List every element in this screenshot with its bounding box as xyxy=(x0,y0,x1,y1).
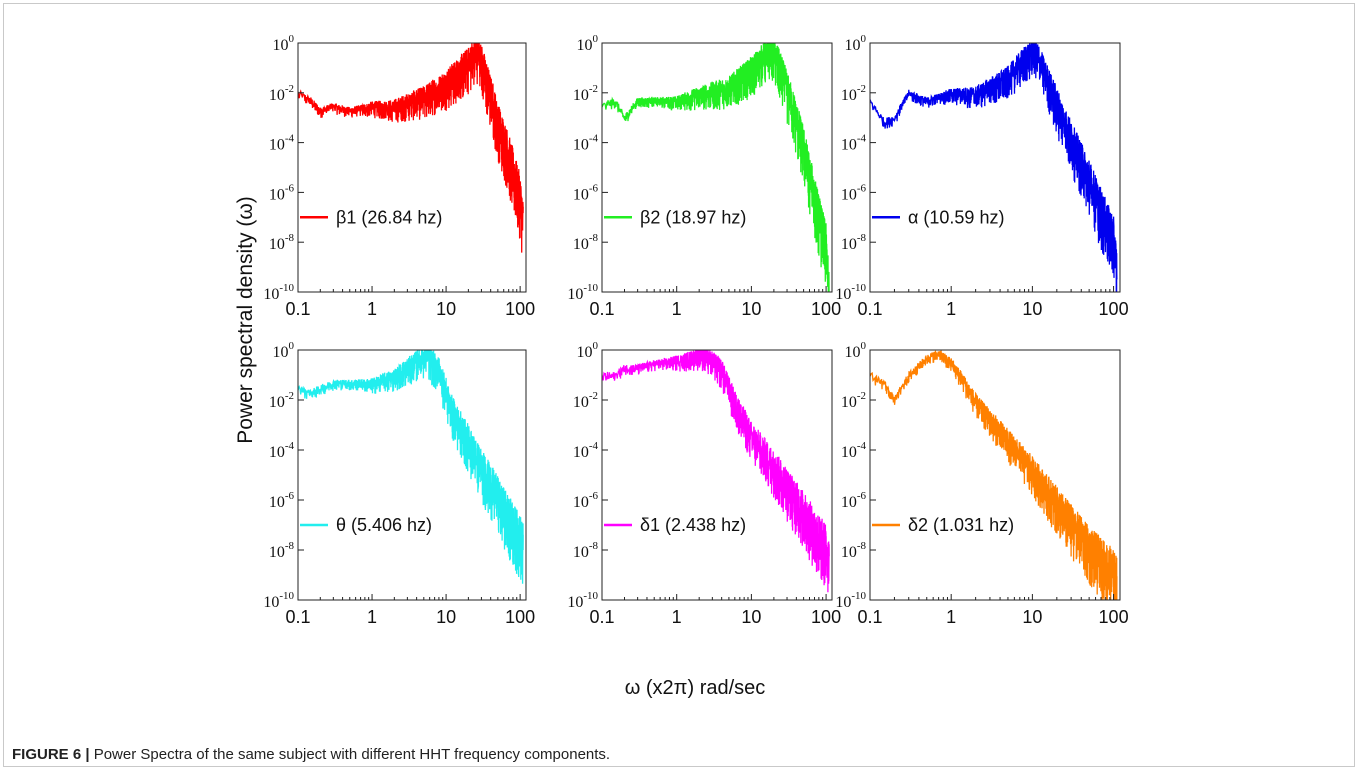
legend-label: β2 (18.97 hz) xyxy=(640,207,746,227)
legend-label: θ (5.406 hz) xyxy=(336,515,432,535)
y-tick-label: 100 xyxy=(845,340,867,361)
x-tick-label: 100 xyxy=(505,299,535,319)
legend-label: δ1 (2.438 hz) xyxy=(640,515,746,535)
y-tick-label: 10-2 xyxy=(269,83,294,104)
y-tick-label: 10-2 xyxy=(841,83,866,104)
y-tick-label: 10-2 xyxy=(573,390,598,411)
x-tick-label: 10 xyxy=(436,299,456,319)
y-tick-label: 10-2 xyxy=(573,83,598,104)
y-tick-label: 10-6 xyxy=(269,490,295,511)
x-tick-label: 0.1 xyxy=(589,299,614,319)
y-tick-label: 10-8 xyxy=(269,232,295,253)
chart-panel-3: 0.1 1 10 100 100 10-2 10-4 10-6 10-8 10-10 α (10.5… xyxy=(835,33,1128,319)
x-tick-label: 10 xyxy=(436,607,456,627)
y-tick-label: 10-10 xyxy=(567,590,598,611)
y-tick-label: 10-10 xyxy=(263,590,294,611)
x-tick-label: 10 xyxy=(741,299,761,319)
y-tick-label: 10-4 xyxy=(269,133,295,154)
y-tick-label: 10-10 xyxy=(835,590,866,611)
y-tick-label: 100 xyxy=(577,33,599,54)
x-tick-label: 1 xyxy=(367,299,377,319)
series-trace xyxy=(870,43,1118,292)
series-trace xyxy=(602,43,830,292)
x-tick-label: 0.1 xyxy=(857,607,882,627)
y-tick-label: 10-10 xyxy=(567,282,598,303)
x-tick-label: 100 xyxy=(1099,607,1129,627)
y-axis-label: Power spectral density (ω) xyxy=(234,196,257,443)
y-tick-label: 10-10 xyxy=(835,282,866,303)
y-tick-label: 10-6 xyxy=(573,182,599,203)
y-tick-label: 10-4 xyxy=(841,133,867,154)
y-tick-label: 100 xyxy=(577,340,599,361)
x-tick-label: 100 xyxy=(1099,299,1129,319)
y-tick-label: 10-8 xyxy=(841,232,867,253)
y-tick-label: 10-2 xyxy=(269,390,294,411)
chart-panel-5: 0.1 1 10 100 100 10-2 10-4 10-6 10-8 10-10 δ1 (2.4… xyxy=(567,340,841,627)
figure-frame xyxy=(3,3,1355,767)
chart-panel-4: 0.1 1 10 100 100 10-2 10-4 10-6 10-8 10-10 θ (5.40… xyxy=(263,340,535,627)
y-tick-label: 10-6 xyxy=(841,182,867,203)
x-axis-label: ω (x2π) rad/sec xyxy=(625,677,766,699)
y-tick-label: 10-4 xyxy=(573,133,599,154)
chart-panel-2: 0.1 1 10 100 100 10-2 10-4 10-6 10-8 10-10 β2 (18.… xyxy=(567,33,841,319)
caption-label: FIGURE 6 | xyxy=(12,746,90,763)
y-tick-label: 10-8 xyxy=(573,232,599,253)
x-tick-label: 10 xyxy=(1022,299,1042,319)
y-tick-label: 10-8 xyxy=(841,540,867,561)
legend-label: β1 (26.84 hz) xyxy=(336,207,442,227)
x-tick-label: 0.1 xyxy=(285,299,310,319)
y-tick-label: 10-10 xyxy=(263,282,294,303)
x-tick-label: 100 xyxy=(811,299,841,319)
x-tick-label: 1 xyxy=(367,607,377,627)
x-tick-label: 100 xyxy=(811,607,841,627)
legend-label: δ2 (1.031 hz) xyxy=(908,515,1014,535)
series-trace xyxy=(870,350,1118,600)
y-tick-label: 10-4 xyxy=(841,440,867,461)
axes-frame xyxy=(869,42,1121,293)
x-tick-label: 1 xyxy=(946,607,956,627)
y-tick-label: 10-4 xyxy=(269,440,295,461)
x-tick-label: 1 xyxy=(672,607,682,627)
y-tick-label: 10-6 xyxy=(841,490,867,511)
x-tick-label: 1 xyxy=(672,299,682,319)
x-tick-label: 100 xyxy=(505,607,535,627)
x-tick-label: 0.1 xyxy=(857,299,882,319)
x-tick-label: 1 xyxy=(946,299,956,319)
y-tick-label: 10-8 xyxy=(269,540,295,561)
chart-panel-1: 0.1 1 10 100 100 10-2 10-4 10-6 10-8 10-10 β1 (26.… xyxy=(263,33,535,319)
chart-panel-6: 0.1 1 10 100 100 10-2 10-4 10-6 10-8 10-10 δ2 (1.0… xyxy=(835,340,1128,627)
x-tick-label: 0.1 xyxy=(589,607,614,627)
figure-caption: FIGURE 6 | Power Spectra of the same sub… xyxy=(12,746,610,763)
axes-frame xyxy=(601,349,833,601)
y-tick-label: 10-4 xyxy=(573,440,599,461)
y-tick-label: 100 xyxy=(273,340,295,361)
y-tick-label: 10-6 xyxy=(269,182,295,203)
legend-label: α (10.59 hz) xyxy=(908,207,1004,227)
y-tick-label: 100 xyxy=(845,33,867,54)
axes-frame xyxy=(297,42,527,293)
x-tick-label: 10 xyxy=(1022,607,1042,627)
caption-text: Power Spectra of the same subject with d… xyxy=(89,746,611,763)
axes-frame xyxy=(601,42,833,293)
y-tick-label: 10-6 xyxy=(573,490,599,511)
y-tick-label: 100 xyxy=(273,33,295,54)
series-trace xyxy=(298,350,524,584)
y-tick-label: 10-8 xyxy=(573,540,599,561)
axes-frame xyxy=(297,349,527,601)
series-trace xyxy=(602,350,830,593)
x-tick-label: 10 xyxy=(741,607,761,627)
y-tick-label: 10-2 xyxy=(841,390,866,411)
axes-frame xyxy=(869,349,1121,601)
series-trace xyxy=(298,43,524,253)
x-tick-label: 0.1 xyxy=(285,607,310,627)
